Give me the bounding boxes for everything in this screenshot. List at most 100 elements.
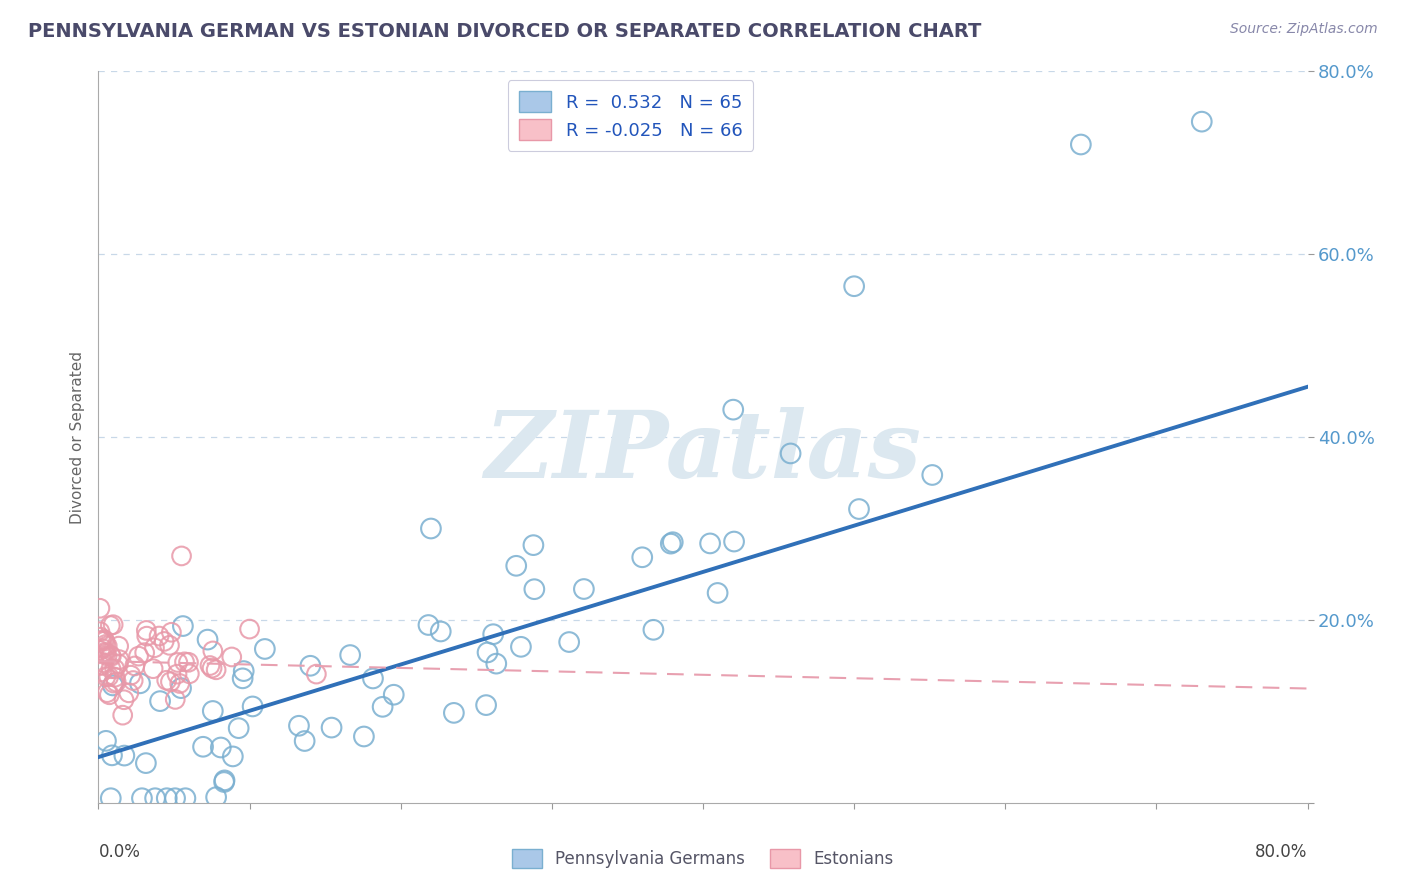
Point [107, 657, 129, 671]
Point [101, 748, 124, 763]
Point [173, 655, 195, 669]
Text: PENNSYLVANIA GERMAN VS ESTONIAN DIVORCED OR SEPARATED CORRELATION CHART: PENNSYLVANIA GERMAN VS ESTONIAN DIVORCED… [28, 22, 981, 41]
Point [228, 721, 250, 735]
Point [420, 521, 443, 535]
Text: ZIPatlas: ZIPatlas [485, 407, 921, 497]
Point [89, 601, 111, 615]
Point [91, 641, 114, 656]
Point [1191, 114, 1213, 128]
Point [201, 661, 224, 675]
Point [93, 634, 115, 648]
Point [197, 632, 219, 647]
Legend: Pennsylvania Germans, Estonians: Pennsylvania Germans, Estonians [505, 842, 901, 875]
Point [631, 550, 654, 565]
Point [179, 666, 201, 681]
Point [921, 467, 943, 482]
Y-axis label: Divorced or Separated: Divorced or Separated [69, 351, 84, 524]
Point [242, 699, 264, 714]
Point [558, 635, 581, 649]
Point [523, 582, 546, 597]
Point [159, 638, 181, 652]
Point [779, 446, 801, 460]
Point [148, 629, 170, 643]
Point [706, 586, 728, 600]
Point [89, 643, 111, 657]
Point [477, 645, 499, 659]
Point [166, 667, 188, 681]
Point [91, 656, 114, 670]
Point [661, 535, 683, 549]
Point [288, 719, 311, 733]
Point [89, 658, 111, 673]
Point [153, 634, 176, 648]
Point [222, 749, 245, 764]
Point [522, 538, 544, 552]
Point [122, 673, 145, 688]
Point [482, 627, 505, 641]
Point [135, 756, 157, 771]
Point [96, 648, 118, 663]
Point [104, 670, 127, 684]
Point [659, 536, 682, 550]
Point [94, 646, 117, 660]
Point [93, 645, 115, 659]
Point [89, 630, 111, 644]
Point [97, 669, 120, 683]
Point [120, 668, 142, 682]
Point [212, 775, 235, 789]
Point [353, 730, 375, 744]
Point [418, 618, 440, 632]
Point [321, 721, 343, 735]
Point [239, 622, 262, 636]
Point [159, 674, 181, 689]
Point [201, 704, 224, 718]
Point [96, 686, 118, 700]
Point [166, 656, 188, 670]
Point [118, 686, 141, 700]
Point [844, 279, 866, 293]
Point [723, 402, 745, 417]
Point [112, 692, 135, 706]
Text: 80.0%: 80.0% [1256, 843, 1308, 861]
Point [135, 624, 157, 638]
Point [305, 667, 328, 681]
Point [429, 624, 451, 639]
Point [156, 791, 179, 805]
Point [475, 698, 498, 712]
Point [101, 678, 124, 692]
Point [371, 699, 394, 714]
Point [169, 676, 191, 690]
Point [1070, 137, 1092, 152]
Point [485, 657, 508, 671]
Point [170, 549, 193, 563]
Point [848, 502, 870, 516]
Point [90, 665, 112, 679]
Point [90, 634, 112, 648]
Point [160, 625, 183, 640]
Point [165, 692, 187, 706]
Point [101, 617, 124, 632]
Point [156, 673, 179, 688]
Point [96, 639, 118, 653]
Point [128, 649, 150, 664]
Point [103, 676, 125, 690]
Point [191, 739, 214, 754]
Point [299, 658, 322, 673]
Point [205, 663, 228, 677]
Point [172, 619, 194, 633]
Point [124, 659, 146, 673]
Point [98, 618, 121, 632]
Point [443, 706, 465, 720]
Text: Source: ZipAtlas.com: Source: ZipAtlas.com [1230, 22, 1378, 37]
Point [105, 675, 128, 690]
Point [129, 676, 152, 690]
Point [174, 791, 197, 805]
Point [100, 662, 122, 676]
Point [112, 748, 135, 763]
Point [100, 648, 122, 663]
Point [91, 658, 114, 673]
Point [643, 623, 665, 637]
Point [198, 658, 221, 673]
Point [165, 791, 187, 805]
Point [177, 655, 200, 669]
